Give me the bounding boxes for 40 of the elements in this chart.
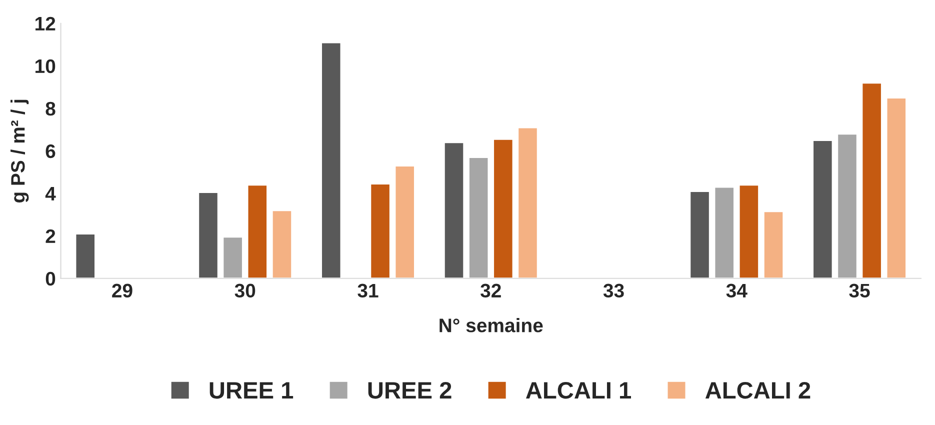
bar (812, 140, 834, 278)
y-tick-label: 8 (46, 102, 56, 116)
bar (836, 133, 858, 278)
bar (320, 42, 342, 278)
bar (443, 142, 465, 278)
y-tick-label: 4 (45, 187, 56, 200)
bar (198, 192, 219, 278)
x-axis-title: N° semaine (440, 318, 543, 332)
legend-label: ALCALI 2 (705, 382, 810, 399)
legend-label: UREE 2 (368, 382, 452, 399)
x-tick-label: 35 (849, 284, 870, 298)
legend-label: ALCALI 1 (526, 382, 631, 399)
bar (246, 184, 268, 278)
x-tick-label: 30 (234, 284, 256, 298)
bar (762, 210, 784, 278)
x-tick-label: 31 (358, 284, 378, 298)
x-tick-label: 34 (726, 284, 748, 298)
bar (271, 210, 292, 278)
bar (714, 186, 735, 278)
bar (861, 82, 882, 278)
bar (886, 97, 907, 278)
x-tick-label: 33 (603, 284, 624, 298)
y-tick-label: 10 (36, 59, 56, 74)
bar (689, 190, 710, 278)
bar (517, 126, 538, 278)
bar (468, 156, 490, 278)
bar (394, 165, 416, 278)
y-axis-title: g PS / m² / j (10, 100, 29, 202)
bar (492, 138, 514, 278)
bar (370, 183, 391, 278)
x-tick-label: 29 (112, 284, 132, 298)
bar (74, 233, 96, 278)
y-tick-label: 2 (46, 229, 56, 243)
y-tick-label: 0 (46, 272, 56, 286)
y-tick-label: 12 (36, 16, 56, 30)
legend-label: UREE 1 (210, 382, 294, 399)
x-tick-label: 32 (480, 284, 501, 298)
bar (222, 236, 244, 278)
y-tick-label: 6 (46, 144, 56, 158)
bar (738, 184, 760, 278)
